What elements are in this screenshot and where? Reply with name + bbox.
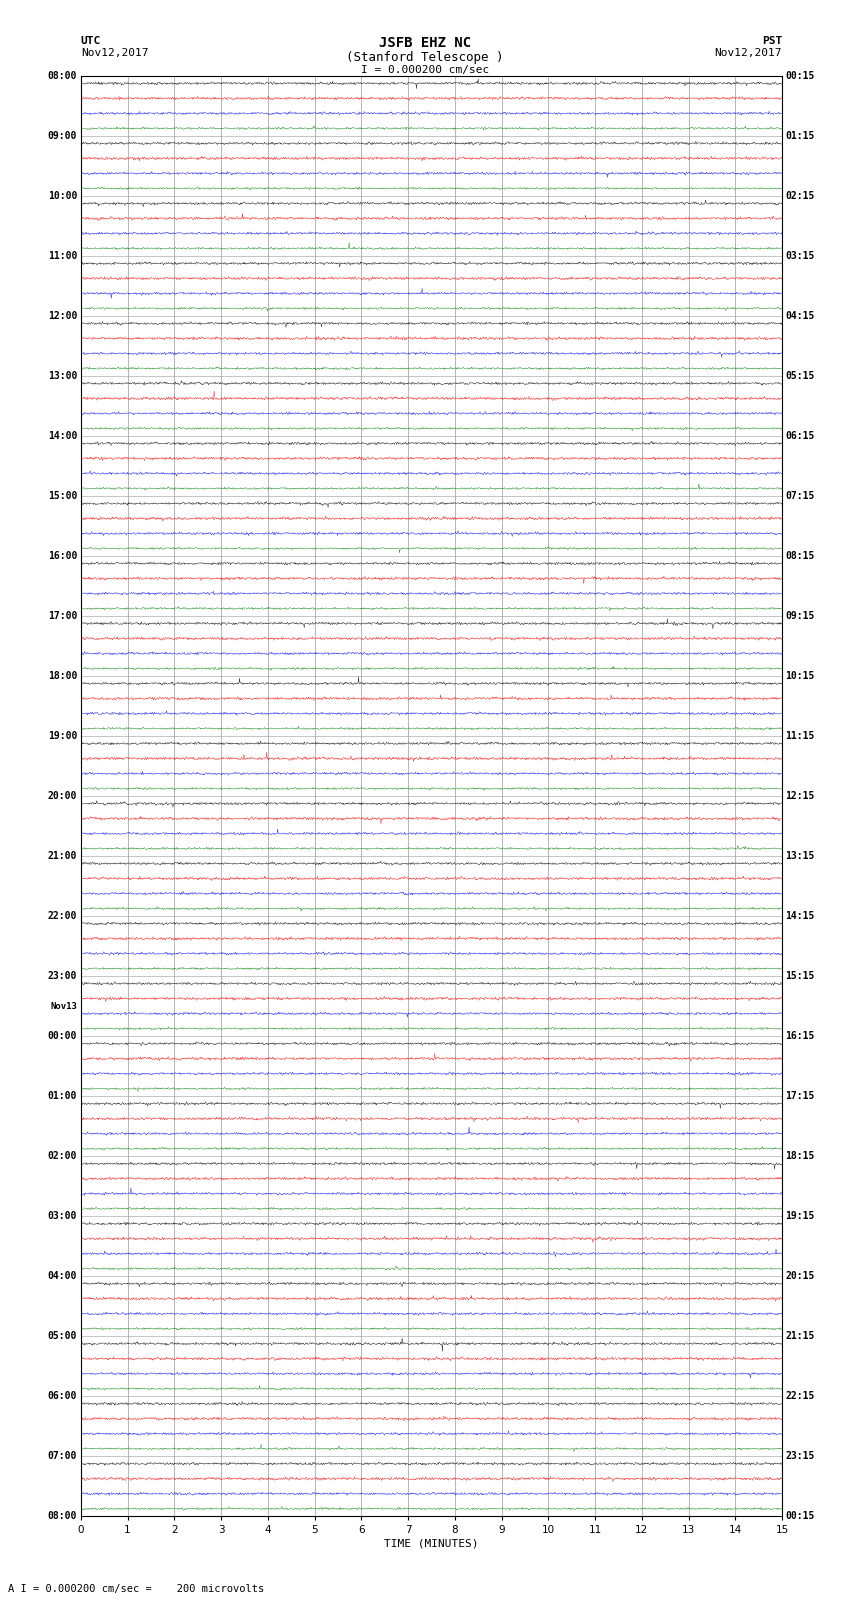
Text: PST: PST: [762, 37, 782, 47]
Text: 14:00: 14:00: [48, 431, 77, 440]
Text: A I = 0.000200 cm/sec =    200 microvolts: A I = 0.000200 cm/sec = 200 microvolts: [8, 1584, 264, 1594]
Text: 06:15: 06:15: [785, 431, 815, 440]
Text: 17:15: 17:15: [785, 1090, 815, 1102]
Text: Nov12,2017: Nov12,2017: [81, 48, 148, 58]
Text: 09:00: 09:00: [48, 131, 77, 140]
Text: 08:00: 08:00: [48, 71, 77, 81]
Text: 06:00: 06:00: [48, 1390, 77, 1402]
Text: 20:15: 20:15: [785, 1271, 815, 1281]
Text: 21:15: 21:15: [785, 1331, 815, 1340]
Text: Nov12,2017: Nov12,2017: [715, 48, 782, 58]
Text: (Stanford Telescope ): (Stanford Telescope ): [346, 50, 504, 65]
Text: 11:15: 11:15: [785, 731, 815, 740]
Text: 15:15: 15:15: [785, 971, 815, 981]
Text: 23:15: 23:15: [785, 1452, 815, 1461]
Text: I = 0.000200 cm/sec: I = 0.000200 cm/sec: [361, 65, 489, 74]
Text: 16:15: 16:15: [785, 1031, 815, 1040]
Text: UTC: UTC: [81, 37, 101, 47]
Text: 22:00: 22:00: [48, 911, 77, 921]
Text: 12:00: 12:00: [48, 311, 77, 321]
Text: 03:15: 03:15: [785, 252, 815, 261]
Text: 00:15: 00:15: [785, 71, 815, 81]
Text: 22:15: 22:15: [785, 1390, 815, 1402]
Text: 08:00: 08:00: [48, 1511, 77, 1521]
Text: 02:15: 02:15: [785, 190, 815, 202]
Text: 00:15: 00:15: [785, 1511, 815, 1521]
Text: 12:15: 12:15: [785, 790, 815, 802]
Text: 17:00: 17:00: [48, 611, 77, 621]
Text: 07:00: 07:00: [48, 1452, 77, 1461]
Text: 10:15: 10:15: [785, 671, 815, 681]
Text: 01:15: 01:15: [785, 131, 815, 140]
Text: 10:00: 10:00: [48, 190, 77, 202]
Text: 04:15: 04:15: [785, 311, 815, 321]
Text: 03:00: 03:00: [48, 1211, 77, 1221]
Text: 05:15: 05:15: [785, 371, 815, 381]
Text: 19:15: 19:15: [785, 1211, 815, 1221]
Text: 13:00: 13:00: [48, 371, 77, 381]
Text: 09:15: 09:15: [785, 611, 815, 621]
Text: 14:15: 14:15: [785, 911, 815, 921]
Text: JSFB EHZ NC: JSFB EHZ NC: [379, 37, 471, 50]
Text: 21:00: 21:00: [48, 852, 77, 861]
Text: 20:00: 20:00: [48, 790, 77, 802]
Text: Nov13: Nov13: [50, 1002, 77, 1011]
Text: 16:00: 16:00: [48, 552, 77, 561]
Text: 07:15: 07:15: [785, 490, 815, 502]
Text: 13:15: 13:15: [785, 852, 815, 861]
Text: 08:15: 08:15: [785, 552, 815, 561]
Text: 23:00: 23:00: [48, 971, 77, 981]
Text: 18:00: 18:00: [48, 671, 77, 681]
Text: 18:15: 18:15: [785, 1152, 815, 1161]
Text: 00:00: 00:00: [48, 1031, 77, 1040]
X-axis label: TIME (MINUTES): TIME (MINUTES): [384, 1539, 479, 1548]
Text: 04:00: 04:00: [48, 1271, 77, 1281]
Text: 19:00: 19:00: [48, 731, 77, 740]
Text: 15:00: 15:00: [48, 490, 77, 502]
Text: 02:00: 02:00: [48, 1152, 77, 1161]
Text: 01:00: 01:00: [48, 1090, 77, 1102]
Text: 11:00: 11:00: [48, 252, 77, 261]
Text: 05:00: 05:00: [48, 1331, 77, 1340]
